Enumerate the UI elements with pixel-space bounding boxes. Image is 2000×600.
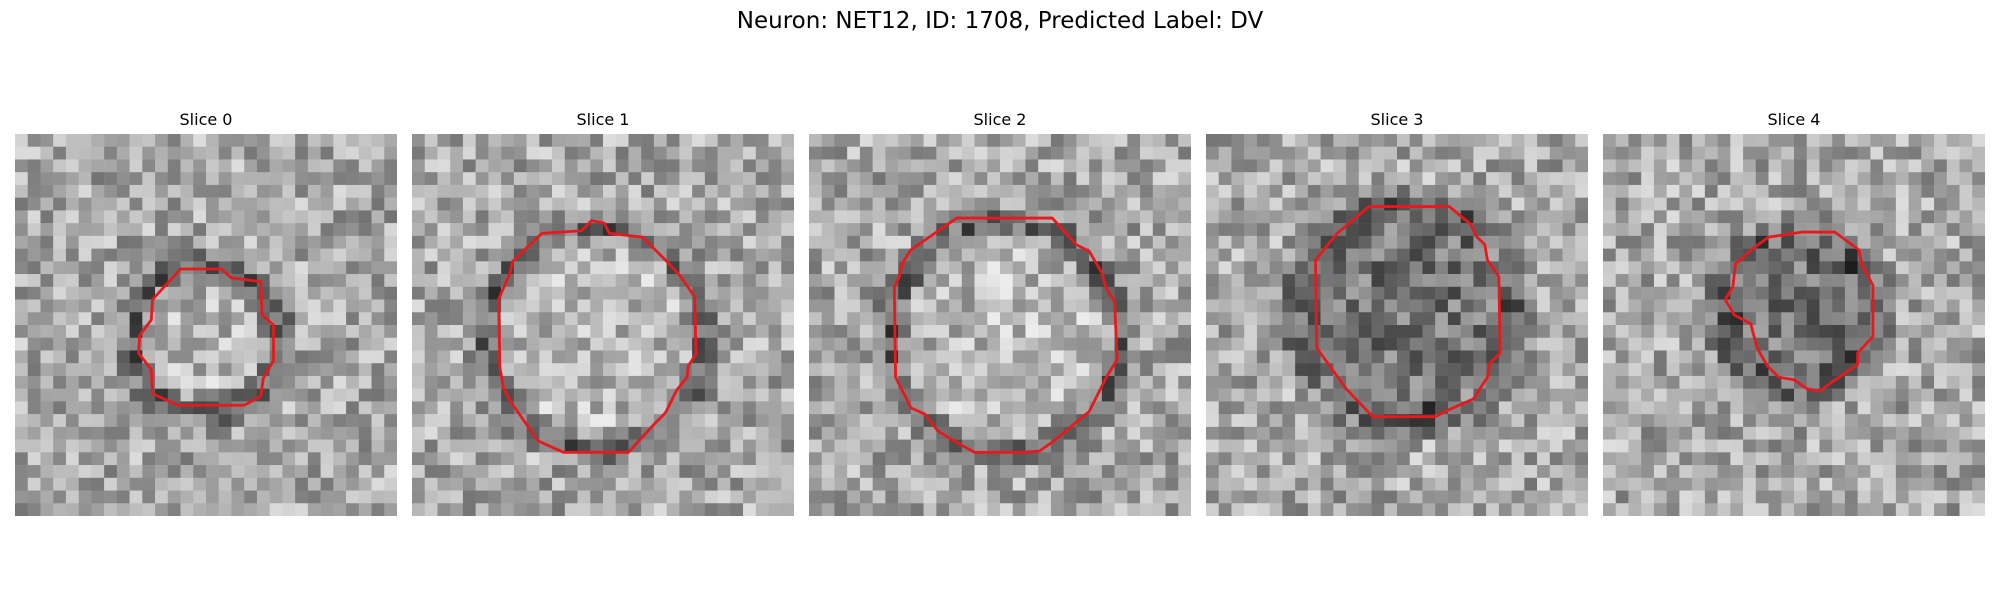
segmentation-contour-2 [892, 216, 1119, 454]
slice-title-1: Slice 1 [576, 110, 630, 129]
slice-panel-0: Slice 0 [15, 110, 397, 518]
segmentation-contour-3 [1314, 205, 1502, 419]
slice-image-3 [1206, 134, 1588, 516]
microscopy-image-4 [1603, 134, 1985, 516]
slice-image-4 [1603, 134, 1985, 516]
slice-panel-4: Slice 4 [1603, 110, 1985, 518]
slice-title-4: Slice 4 [1767, 110, 1821, 129]
microscopy-image-3 [1206, 134, 1588, 516]
slice-panel-2: Slice 2 [809, 110, 1191, 518]
slice-panel-3: Slice 3 [1206, 110, 1588, 518]
microscopy-image-1 [412, 134, 794, 516]
slice-title-3: Slice 3 [1370, 110, 1424, 129]
figure-title: Neuron: NET12, ID: 1708, Predicted Label… [736, 8, 1264, 34]
slice-image-1 [412, 134, 794, 516]
segmentation-contour-1 [497, 219, 698, 454]
microscopy-image-0 [15, 134, 397, 516]
slice-image-2 [809, 134, 1191, 516]
slice-image-0 [15, 134, 397, 516]
microscopy-image-2 [809, 134, 1191, 516]
slice-title-2: Slice 2 [973, 110, 1027, 129]
segmentation-contour-0 [137, 267, 275, 407]
slice-title-0: Slice 0 [179, 110, 233, 129]
slice-panel-1: Slice 1 [412, 110, 794, 518]
segmentation-contour-4 [1723, 230, 1875, 393]
